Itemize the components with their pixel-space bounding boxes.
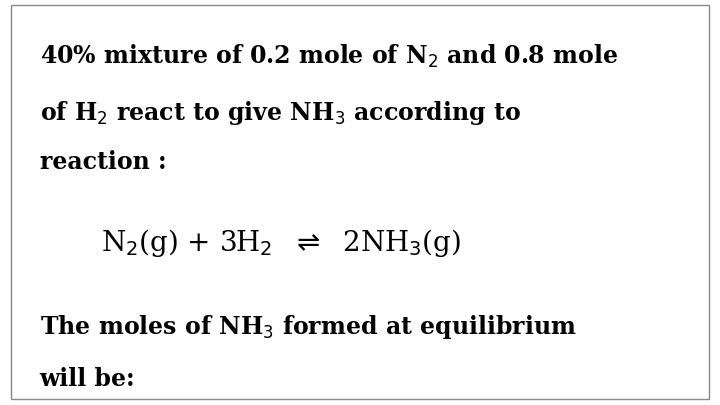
Text: N$_2$(g) + 3H$_2$  $\rightleftharpoons$  2NH$_3$(g): N$_2$(g) + 3H$_2$ $\rightleftharpoons$ 2… [101,227,461,259]
Text: The moles of NH$_3$ formed at equilibrium: The moles of NH$_3$ formed at equilibriu… [40,312,577,340]
Text: 40% mixture of 0.2 mole of N$_2$ and 0.8 mole: 40% mixture of 0.2 mole of N$_2$ and 0.8… [40,43,618,70]
Text: reaction :: reaction : [40,150,166,174]
FancyBboxPatch shape [11,6,709,399]
Text: of H$_2$ react to give NH$_3$ according to: of H$_2$ react to give NH$_3$ according … [40,99,521,127]
Text: will be:: will be: [40,367,135,390]
